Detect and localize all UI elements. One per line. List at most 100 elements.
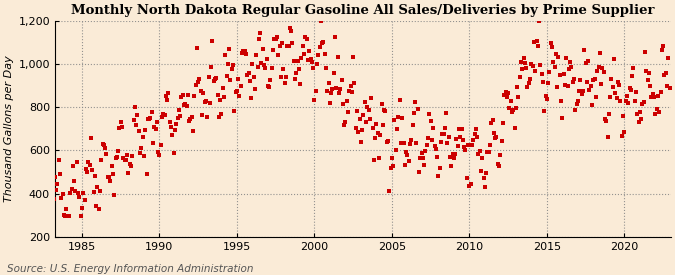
Point — [286, 29, 296, 33]
Text: Source: U.S. Energy Information Administration: Source: U.S. Energy Information Administ… — [7, 264, 253, 274]
Point — [408, 111, 419, 116]
Point — [597, 66, 608, 70]
Point — [529, 40, 539, 45]
Point — [180, 102, 190, 106]
Point — [572, 99, 583, 103]
Point — [420, 149, 431, 153]
Point — [329, 35, 340, 40]
Point — [456, 127, 467, 131]
Point — [240, 52, 251, 56]
Point — [97, 142, 108, 146]
Point — [549, 65, 560, 69]
Point — [349, 81, 360, 86]
Point — [305, 57, 316, 61]
Point — [445, 155, 456, 159]
Point — [651, 106, 662, 111]
Point — [323, 80, 334, 85]
Point — [83, 160, 94, 164]
Point — [127, 154, 138, 158]
Point — [298, 43, 308, 48]
Point — [248, 75, 259, 79]
Point — [575, 78, 586, 82]
Point — [309, 98, 320, 103]
Point — [233, 76, 244, 81]
Point — [49, 175, 60, 179]
Point — [154, 153, 165, 157]
Point — [130, 105, 140, 109]
Point — [510, 105, 521, 110]
Point — [111, 155, 122, 159]
Point — [373, 131, 383, 136]
Point — [561, 56, 572, 60]
Point — [547, 45, 558, 49]
Title: Monthly North Dakota Regular Gasoline All Sales/Deliveries by Prime Supplier: Monthly North Dakota Regular Gasoline Al… — [71, 4, 655, 17]
Point — [606, 76, 617, 81]
Point — [359, 100, 370, 104]
Point — [636, 117, 647, 121]
Point — [354, 117, 365, 122]
Point — [287, 40, 298, 45]
Point — [551, 52, 562, 57]
Point — [312, 62, 323, 66]
Point — [526, 62, 537, 66]
Point — [596, 82, 607, 86]
Point — [321, 66, 331, 71]
Point — [270, 37, 281, 41]
Point — [264, 85, 275, 89]
Point — [239, 48, 250, 53]
Point — [401, 150, 412, 154]
Point — [432, 155, 443, 159]
Point — [199, 100, 210, 104]
Point — [335, 86, 346, 91]
Point — [637, 101, 648, 106]
Point — [345, 84, 356, 88]
Point — [390, 148, 401, 153]
Point — [580, 60, 591, 65]
Point — [175, 113, 186, 118]
Point — [452, 144, 463, 148]
Point — [110, 156, 121, 161]
Point — [226, 67, 237, 72]
Point — [48, 197, 59, 201]
Point — [274, 44, 285, 48]
Point — [394, 98, 405, 103]
Point — [56, 196, 67, 200]
Point — [90, 174, 101, 178]
Point — [267, 66, 277, 71]
Point — [68, 164, 78, 168]
Point — [353, 130, 364, 135]
Point — [433, 174, 443, 178]
Point — [281, 74, 292, 79]
Point — [118, 156, 129, 160]
Point — [570, 108, 580, 112]
Point — [654, 109, 665, 114]
Point — [243, 71, 254, 75]
Point — [387, 156, 398, 160]
Point — [492, 162, 503, 167]
Point — [539, 109, 549, 113]
Point — [473, 152, 484, 156]
Point — [609, 57, 620, 61]
Point — [134, 151, 145, 155]
Point — [86, 136, 97, 140]
Point — [437, 132, 448, 137]
Point — [411, 141, 422, 146]
Point — [655, 90, 666, 95]
Point — [629, 99, 640, 104]
Point — [551, 85, 562, 89]
Point — [131, 123, 142, 127]
Point — [314, 45, 325, 49]
Point — [517, 67, 528, 71]
Point — [454, 127, 464, 131]
Point — [271, 34, 282, 39]
Point — [518, 56, 529, 60]
Point — [663, 56, 674, 60]
Point — [612, 79, 623, 84]
Point — [415, 155, 426, 160]
Point — [103, 175, 113, 180]
Point — [238, 48, 249, 53]
Point — [63, 214, 74, 218]
Point — [202, 115, 213, 119]
Point — [392, 127, 402, 131]
Point — [380, 109, 391, 113]
